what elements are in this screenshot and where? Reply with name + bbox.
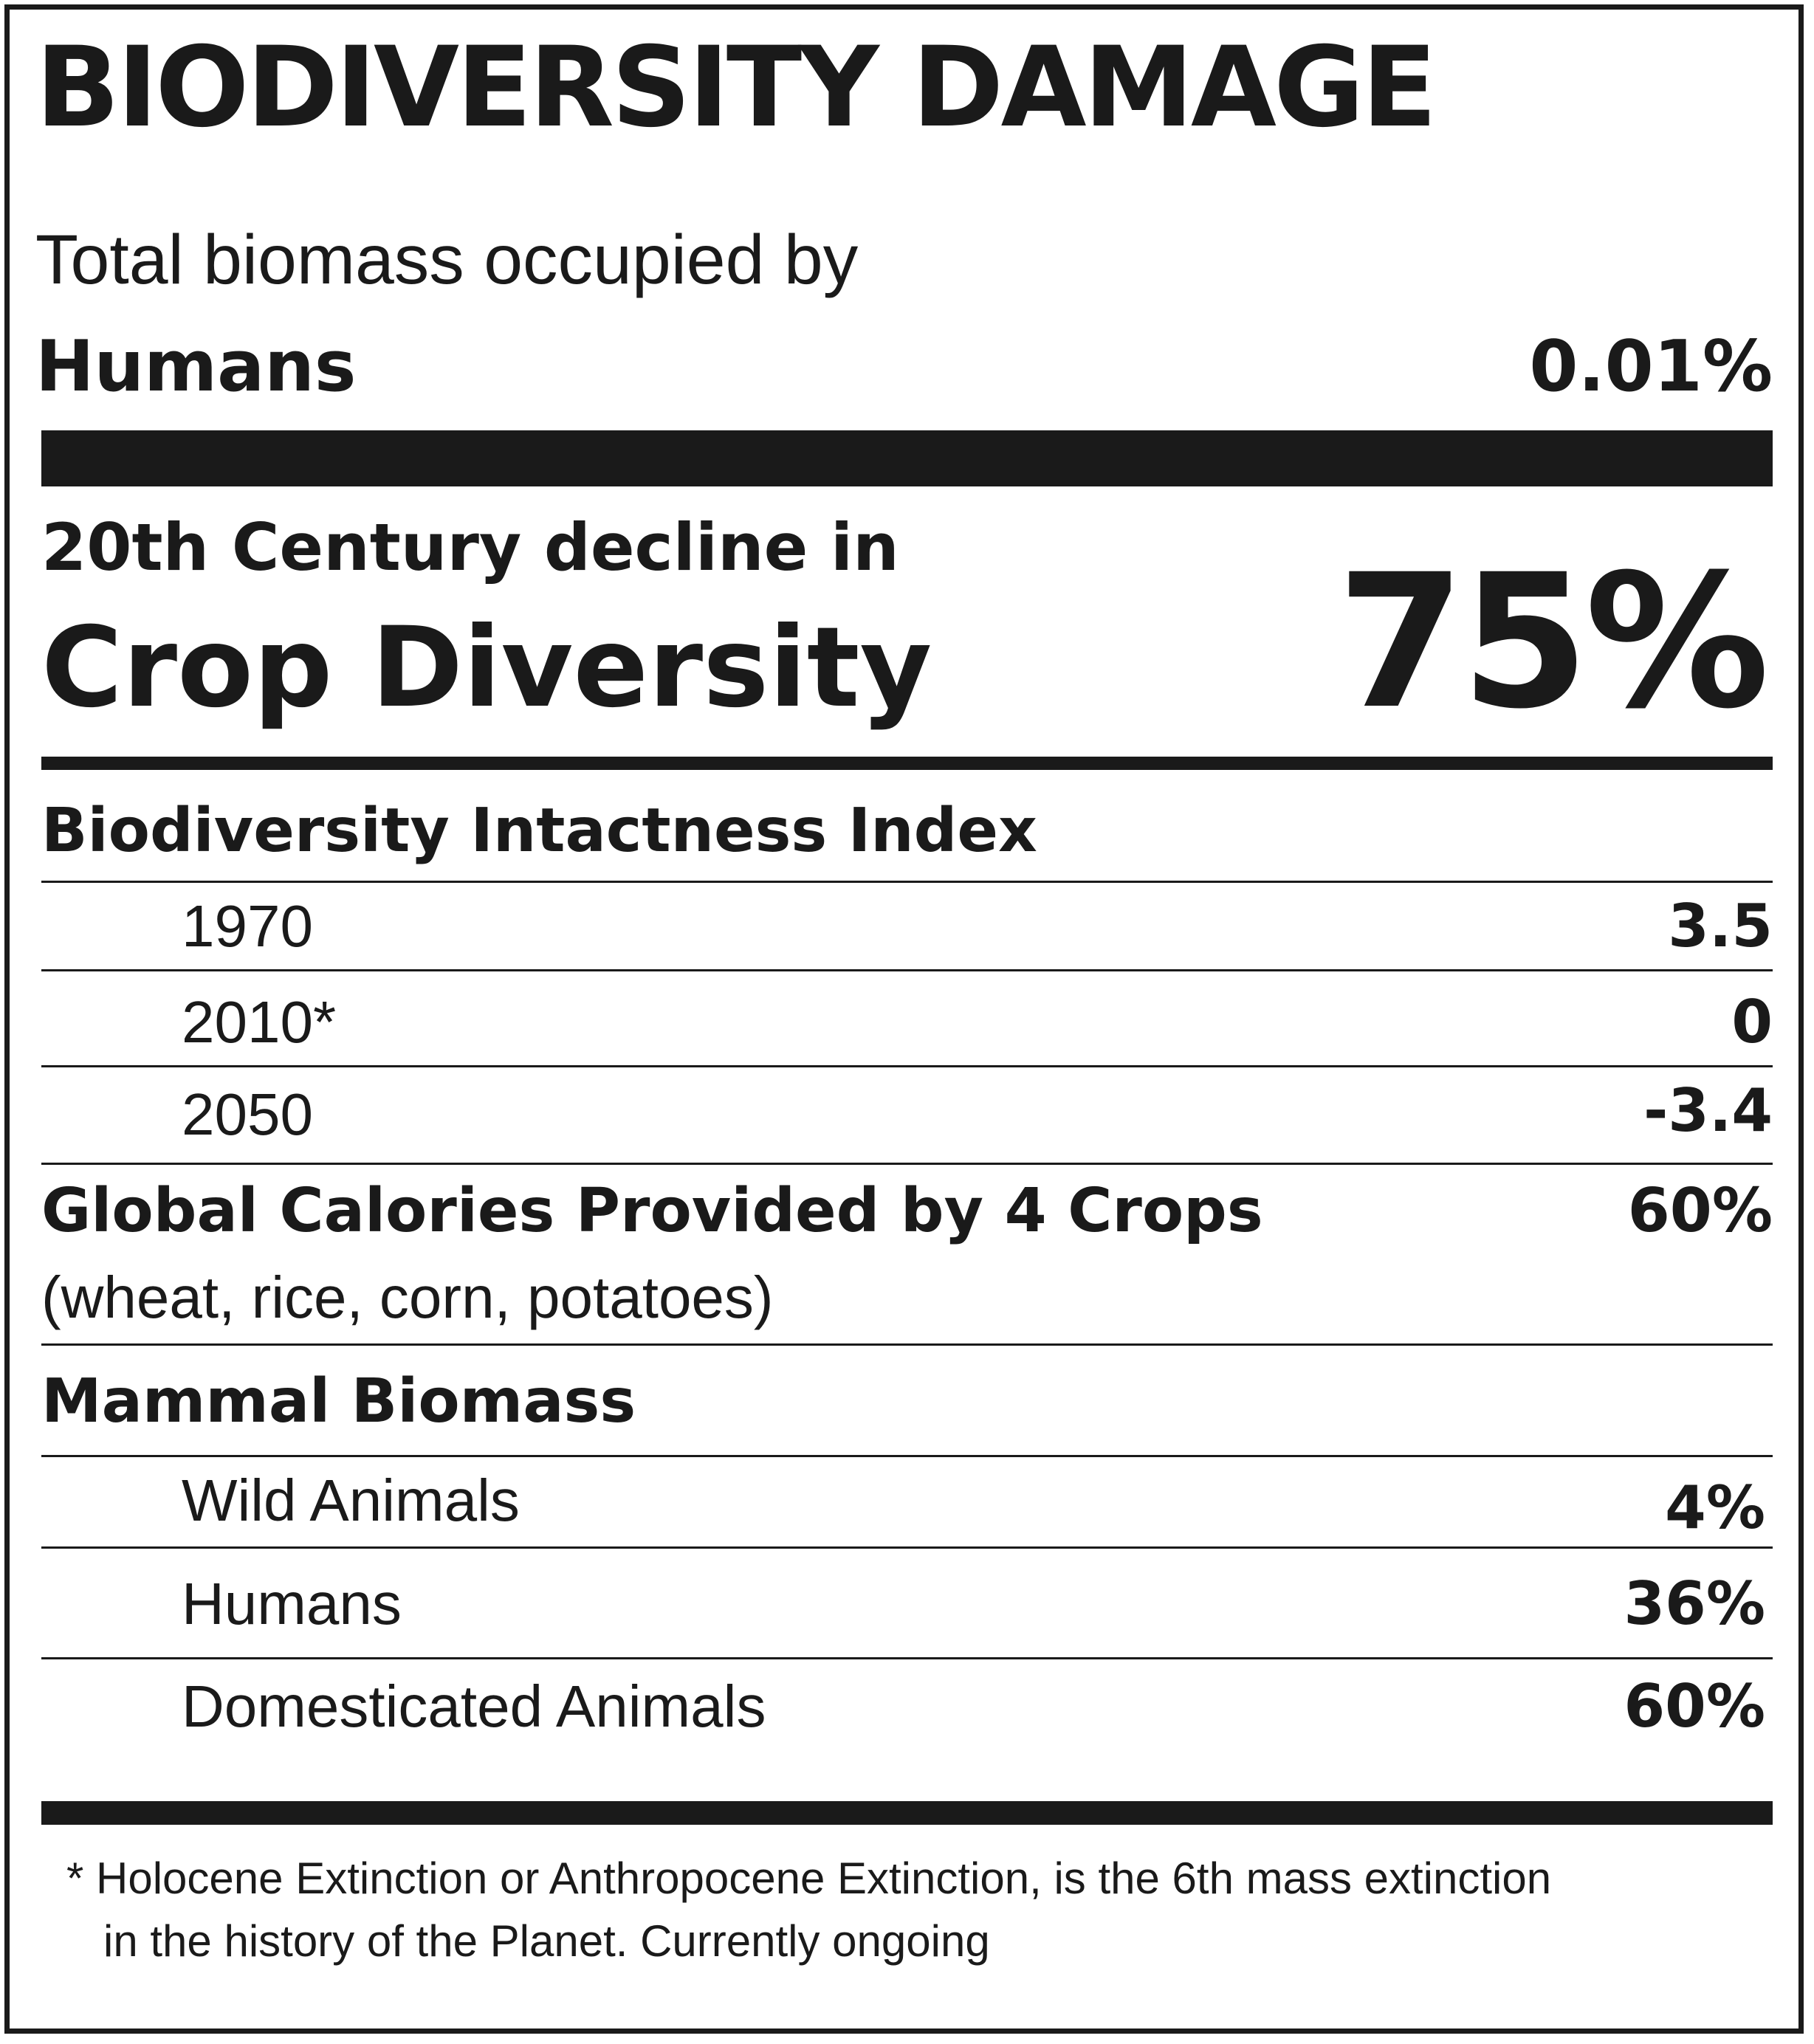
intactness-heading: Biodiversity Intactness Index: [41, 796, 1037, 866]
divider-thin: [41, 881, 1773, 883]
footnote-line1: * Holocene Extinction or Anthropocene Ex…: [66, 1854, 1552, 1903]
divider-thin: [41, 1163, 1773, 1165]
divider-thick: [41, 430, 1773, 486]
biomass-label-line1: Total biomass occupied by: [35, 221, 859, 299]
label-frame: [4, 4, 1804, 2034]
mammal-value: 4%: [1665, 1473, 1765, 1542]
intactness-year: 2050: [182, 1081, 313, 1147]
divider-thin: [41, 1657, 1773, 1659]
intactness-value: -3.4: [1643, 1076, 1773, 1145]
mammal-label: Humans: [182, 1571, 402, 1637]
divider-thin: [41, 1546, 1773, 1549]
intactness-value: 3.5: [1668, 892, 1773, 960]
crop-value: 75%: [1336, 534, 1770, 749]
biomass-label-line2: Humans: [35, 326, 357, 407]
mammal-value: 36%: [1624, 1569, 1765, 1638]
intactness-value: 0: [1731, 988, 1773, 1056]
crop-label-line2: Crop Diversity: [41, 604, 932, 732]
footnote-line2: in the history of the Planet. Currently …: [103, 1916, 990, 1966]
calories-label: Global Calories Provided by 4 Crops: [41, 1176, 1263, 1246]
divider-thin: [41, 1343, 1773, 1346]
mammal-label: Wild Animals: [182, 1467, 520, 1533]
biomass-value: 0.01%: [1529, 326, 1773, 407]
calories-value: 60%: [1627, 1176, 1773, 1246]
mammal-label: Domesticated Animals: [182, 1673, 766, 1739]
divider-medium: [41, 757, 1773, 770]
divider-footer: [41, 1801, 1773, 1825]
mammal-value: 60%: [1624, 1672, 1765, 1741]
page-title: BIODIVERSITY DAMAGE: [35, 24, 1437, 152]
crop-label-line1: 20th Century decline in: [41, 509, 899, 585]
calories-subtext: (wheat, rice, corn, potatoes): [41, 1264, 774, 1330]
divider-thin: [41, 969, 1773, 971]
intactness-year: 1970: [182, 893, 313, 959]
intactness-year: 2010*: [182, 989, 337, 1055]
divider-thin: [41, 1065, 1773, 1067]
mammal-heading: Mammal Biomass: [41, 1366, 636, 1436]
divider-thin: [41, 1455, 1773, 1457]
